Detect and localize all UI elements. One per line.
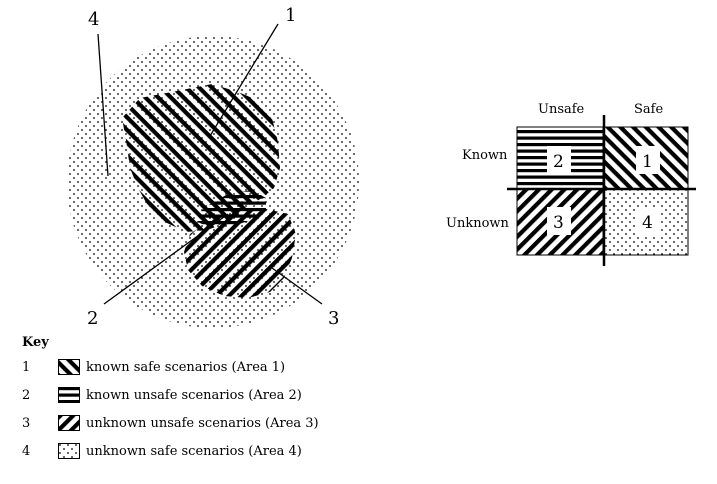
callout-line-3: [271, 267, 323, 305]
callout-line-4: [97, 33, 109, 177]
column-header-safe: Safe: [634, 102, 663, 117]
key-item-number: 4: [22, 443, 31, 459]
key-item-text: unknown safe scenarios (Area 4): [86, 443, 302, 459]
key-item-number: 2: [22, 387, 31, 403]
callout-line-2: [103, 213, 229, 305]
quadrant-number-2: 2: [553, 152, 564, 172]
known-unsafe-swatch: [58, 387, 80, 403]
callout-label-4: 4: [88, 9, 99, 30]
key-item-text: known unsafe scenarios (Area 2): [86, 387, 302, 403]
row-header-known: Known: [462, 148, 508, 163]
unknown-unsafe-swatch: [58, 415, 80, 431]
unknown-safe-swatch: [58, 443, 80, 459]
callout-label-3: 3: [328, 308, 339, 329]
callout-label-2: 2: [87, 308, 98, 329]
key-item-number: 3: [22, 415, 31, 431]
key-item-text: unknown unsafe scenarios (Area 3): [86, 415, 319, 431]
column-header-unsafe: Unsafe: [538, 102, 585, 117]
key-legend: Key 1 known safe scenarios (Area 1) 2 kn…: [22, 335, 422, 459]
key-item-number: 1: [22, 359, 31, 375]
key-item-text: known safe scenarios (Area 1): [86, 359, 286, 375]
callout-line-1: [209, 23, 279, 137]
area-2-known-unsafe-region: [198, 190, 266, 228]
scenario-blob-diagram: 1 2 3 4: [67, 5, 359, 329]
key-title: Key: [22, 335, 49, 350]
callout-label-1: 1: [285, 5, 296, 26]
known-safe-swatch: [58, 359, 80, 375]
quadrant-number-1: 1: [642, 152, 653, 172]
quadrant-number-3: 3: [553, 213, 564, 233]
area-3-unknown-unsafe-region: [184, 208, 296, 298]
quadrant-number-4: 4: [642, 213, 653, 233]
quadrant-matrix: Unsafe Safe Known Unknown 2 1 3 4: [446, 102, 696, 266]
row-header-unknown: Unknown: [446, 216, 510, 231]
